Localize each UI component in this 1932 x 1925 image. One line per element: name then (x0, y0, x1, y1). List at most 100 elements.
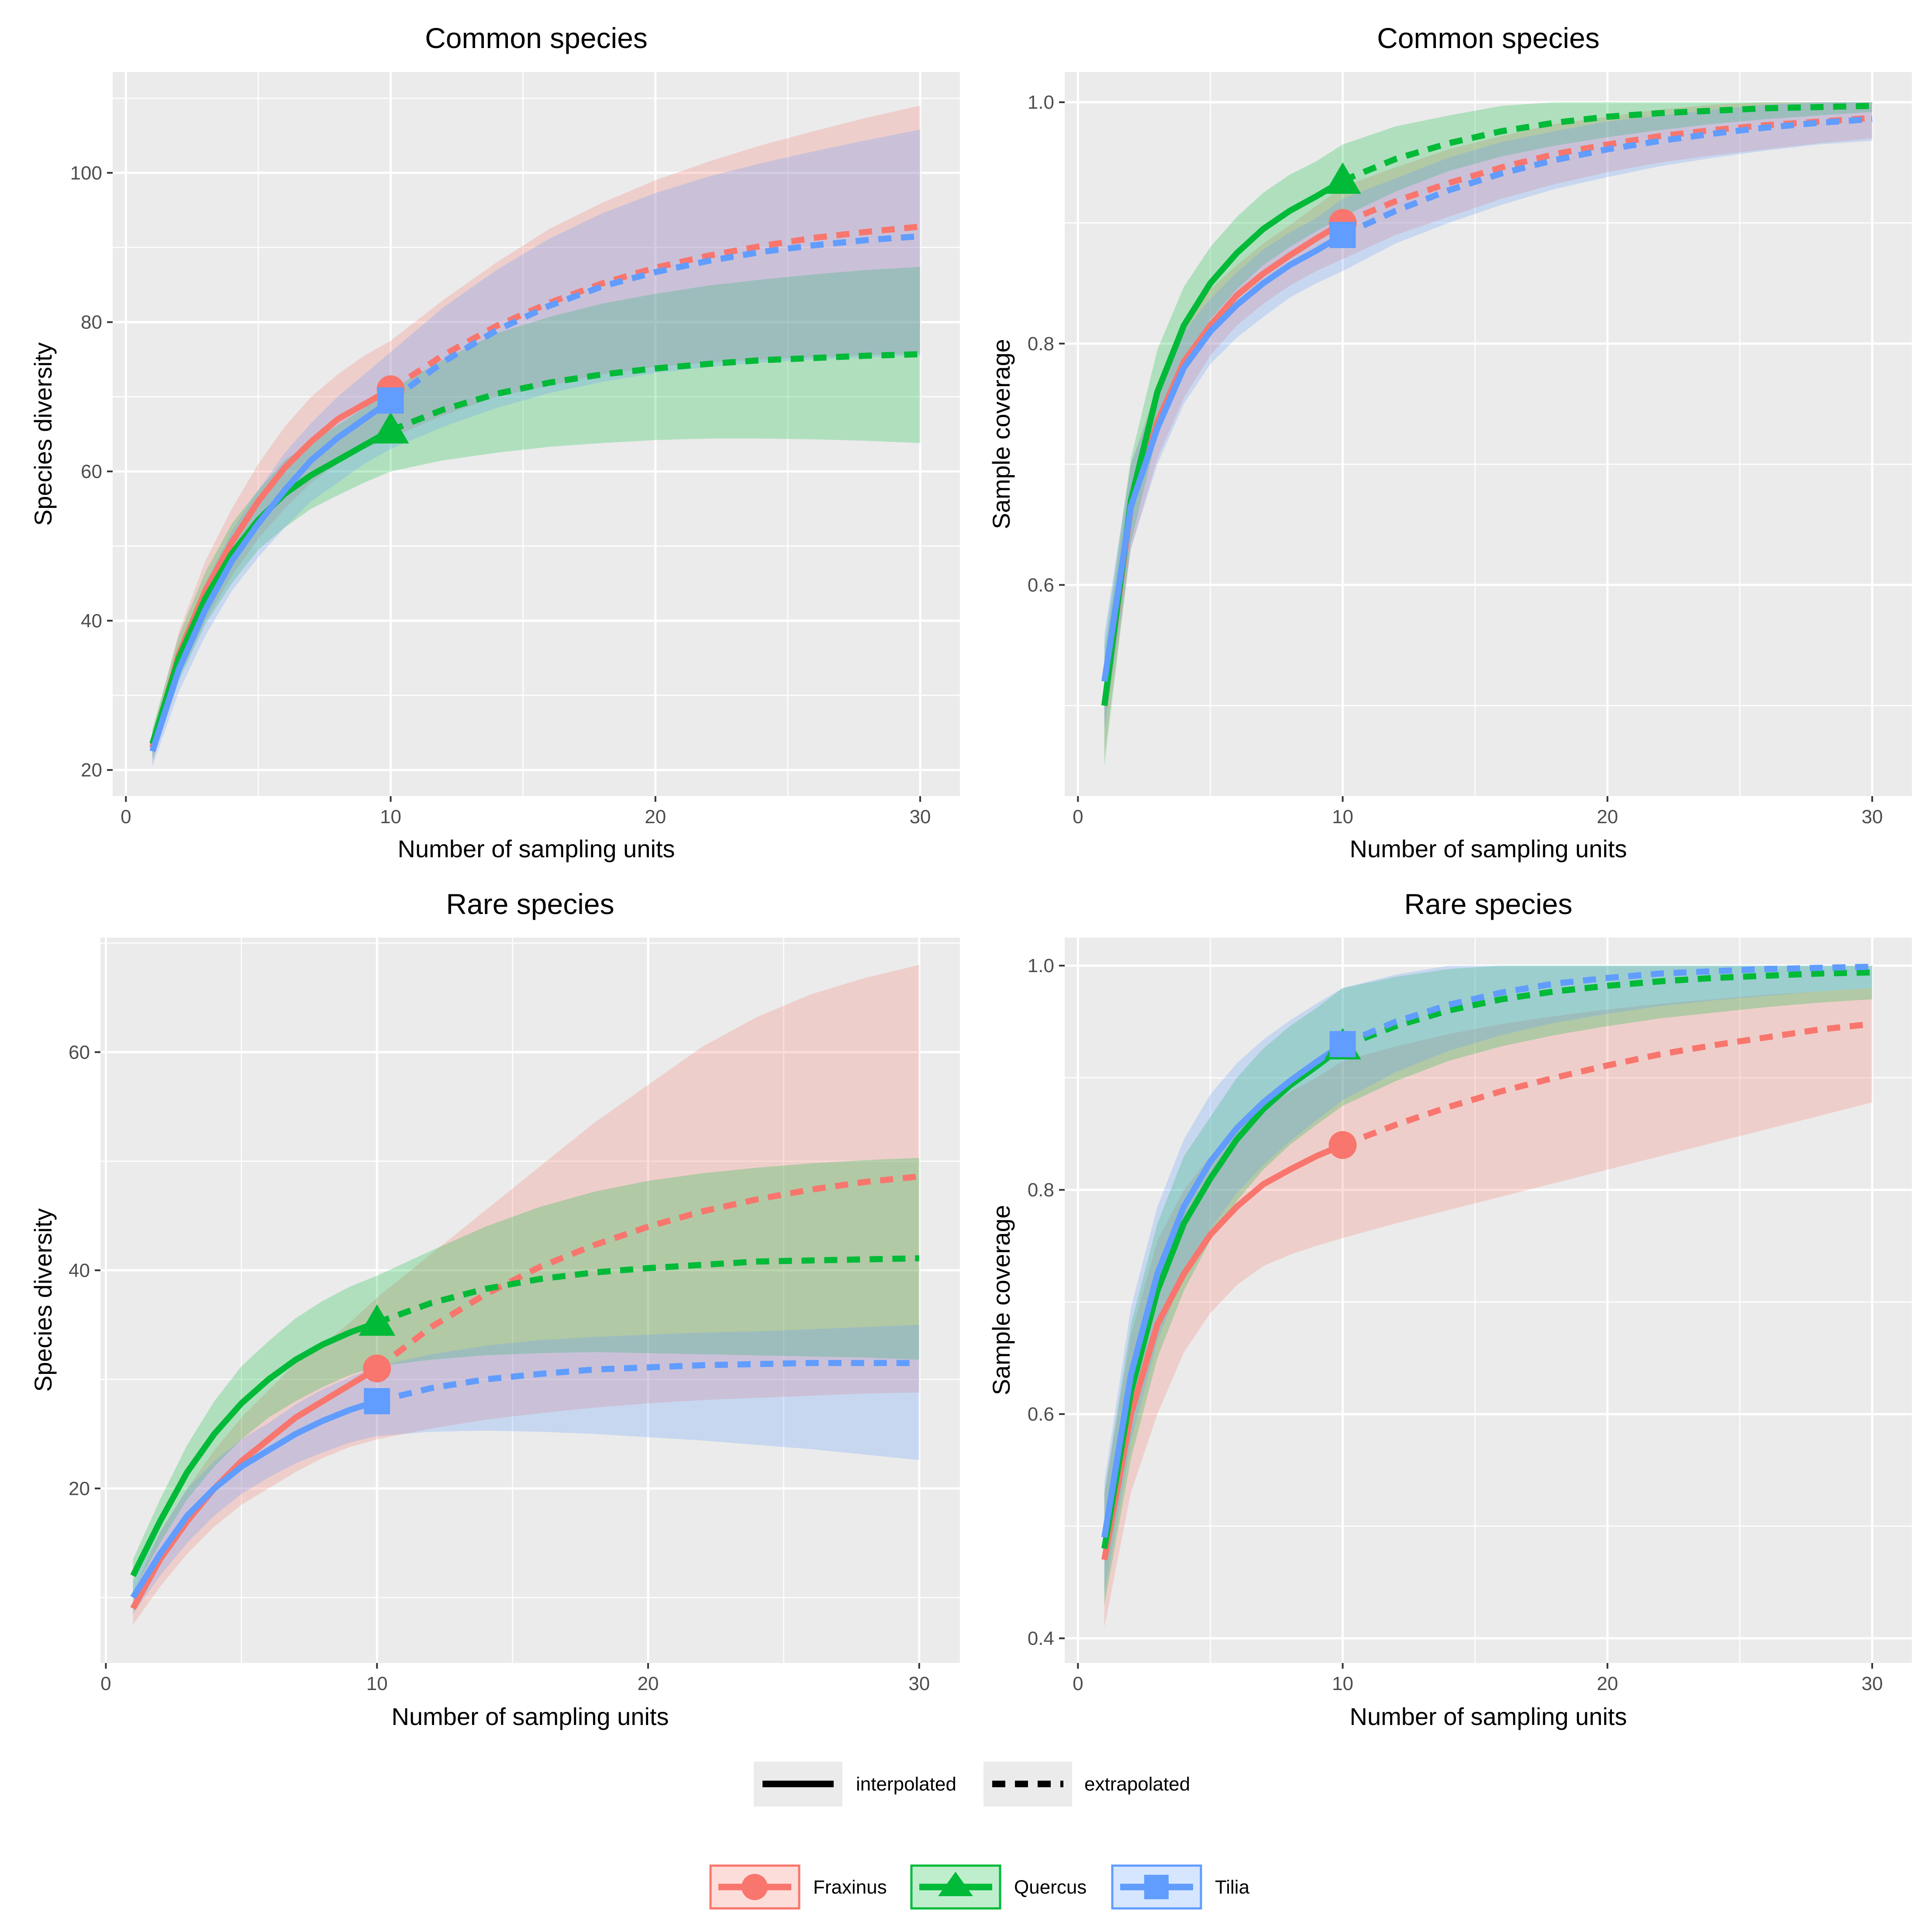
y-tick-label: 0.6 (1028, 574, 1054, 596)
series-lines (1101, 963, 1873, 1561)
x-tick-label: 30 (910, 806, 931, 828)
legend-label-extrapolated: extrapolated (1084, 1773, 1190, 1795)
y-axis-title: Species diversity (29, 342, 57, 526)
confidence-band-fraxinus (1104, 102, 1873, 754)
confidence-band-tilia (1104, 966, 1873, 1594)
x-tick-label: 20 (645, 806, 666, 828)
x-tick-label: 20 (1597, 1673, 1618, 1694)
x-tick-label: 10 (380, 806, 401, 828)
x-tick-label: 0 (121, 806, 131, 828)
line-extrapolated-quercus (376, 1255, 920, 1326)
marker-tilia (1329, 222, 1356, 248)
legend-label-interpolated: interpolated (856, 1773, 956, 1795)
line-extrapolated-tilia (1341, 116, 1873, 238)
marker-fraxinus (363, 1354, 391, 1383)
panel-title: Common species (425, 22, 648, 54)
panel-common-sample-coverage: 0 10 20 30 0.6 0.8 1.0 Common species Number o… (987, 22, 1912, 862)
line-interpolated-tilia (1101, 1042, 1345, 1538)
confidence-band-tilia (152, 129, 921, 766)
marker-quercus (372, 412, 409, 444)
plot-background (1065, 72, 1912, 796)
species-legend: Fraxinus Quercus Tilia (709, 1864, 1250, 1910)
y-tick-label: 1.0 (1028, 955, 1054, 976)
y-tick-label: 0.4 (1028, 1628, 1054, 1649)
line-interpolated-quercus (1101, 178, 1345, 706)
observed-markers (359, 1304, 396, 1414)
x-tick-label: 20 (1597, 806, 1618, 828)
x-tick-label: 30 (1862, 806, 1883, 828)
line-interpolated-quercus (130, 1320, 378, 1577)
plot-background (1065, 938, 1912, 1663)
line-interpolated-fraxinus (1101, 1142, 1344, 1561)
axes: 0 10 20 30 0.4 0.6 0.8 1.0 (1028, 955, 1883, 1694)
marker-quercus (1324, 162, 1361, 194)
y-tick-label: 60 (81, 461, 102, 482)
plot-background (100, 938, 960, 1663)
line-extrapolated-fraxinus (1342, 1021, 1873, 1148)
plot-background (113, 72, 960, 796)
x-axis-title: Number of sampling units (392, 1703, 669, 1730)
line-extrapolated-tilia (1341, 963, 1873, 1047)
line-interpolated-tilia (149, 398, 393, 752)
line-interpolated-tilia (130, 1398, 378, 1599)
legend-marker-quercus (938, 1872, 973, 1896)
axes: 0 10 20 30 0.6 0.8 1.0 (1028, 92, 1883, 828)
confidence-band-quercus (1104, 966, 1873, 1605)
line-extrapolated-tilia (389, 233, 921, 403)
y-tick-label: 0.8 (1028, 1180, 1054, 1201)
x-axis-title: Number of sampling units (1350, 1703, 1627, 1730)
panel-rare-species-diversity: 0 10 20 30 20 40 60 Rare species Number of sam… (29, 888, 960, 1730)
legend-label-quercus: Quercus (1014, 1877, 1087, 1898)
x-tick-label: 10 (366, 1673, 388, 1694)
x-tick-label: 0 (1073, 1673, 1083, 1694)
x-tick-label: 10 (1332, 806, 1353, 828)
legend-label-tilia: Tilia (1215, 1877, 1250, 1898)
legend-label-fraxinus: Fraxinus (813, 1877, 887, 1898)
x-tick-label: 0 (100, 1673, 111, 1694)
line-interpolated-fraxinus (130, 1366, 379, 1610)
marker-quercus (359, 1304, 396, 1336)
line-extrapolated-quercus (1342, 969, 1873, 1049)
x-axis-title: Number of sampling units (398, 835, 675, 862)
x-axis-title: Number of sampling units (1350, 835, 1627, 862)
panel-rare-sample-coverage: 0 10 20 30 0.4 0.6 0.8 1.0 Rare species Number … (987, 888, 1912, 1730)
line-interpolated-quercus (1101, 1044, 1345, 1549)
line-extrapolated-tilia (376, 1360, 919, 1404)
series-lines (149, 223, 921, 752)
axes: 0 10 20 30 20 40 60 80 100 (70, 162, 931, 828)
marker-tilia (377, 387, 404, 414)
legend-marker-tilia (1144, 1875, 1169, 1899)
confidence-band-fraxinus (133, 965, 919, 1625)
x-tick-label: 30 (908, 1673, 930, 1694)
series-lines (130, 1173, 920, 1610)
marker-fraxinus (1328, 1131, 1357, 1159)
x-tick-label: 0 (1073, 806, 1083, 828)
y-tick-label: 20 (69, 1478, 90, 1499)
confidence-bands (152, 105, 921, 766)
panel-common-species-diversity: 0 10 20 30 20 40 60 80 100 Common species Number… (29, 22, 960, 862)
x-tick-label: 30 (1862, 1673, 1883, 1694)
linetype-legend: interpolated extrapolated (754, 1762, 1190, 1807)
panel-title: Rare species (1404, 888, 1572, 920)
confidence-band-fraxinus (152, 105, 921, 763)
confidence-band-fraxinus (1104, 988, 1873, 1627)
y-tick-label: 100 (70, 162, 102, 184)
y-axis-title: Sample coverage (987, 1205, 1015, 1395)
panel-title: Common species (1377, 22, 1600, 54)
y-tick-label: 0.6 (1028, 1404, 1054, 1425)
y-tick-label: 80 (81, 312, 102, 333)
observed-markers (1324, 1028, 1361, 1159)
marker-tilia (1329, 1031, 1356, 1057)
marker-tilia (364, 1388, 390, 1414)
axes: 0 10 20 30 20 40 60 (69, 1042, 930, 1694)
legend-marker-fraxinus (742, 1874, 768, 1900)
confidence-bands (1104, 966, 1873, 1627)
y-tick-label: 60 (69, 1042, 90, 1063)
line-extrapolated-fraxinus (375, 1173, 920, 1371)
line-interpolated-tilia (1101, 232, 1345, 682)
confidence-band-quercus (152, 267, 921, 759)
y-axis-title: Species diversity (29, 1208, 57, 1392)
y-tick-label: 40 (69, 1260, 90, 1281)
y-axis-title: Sample coverage (987, 339, 1015, 529)
